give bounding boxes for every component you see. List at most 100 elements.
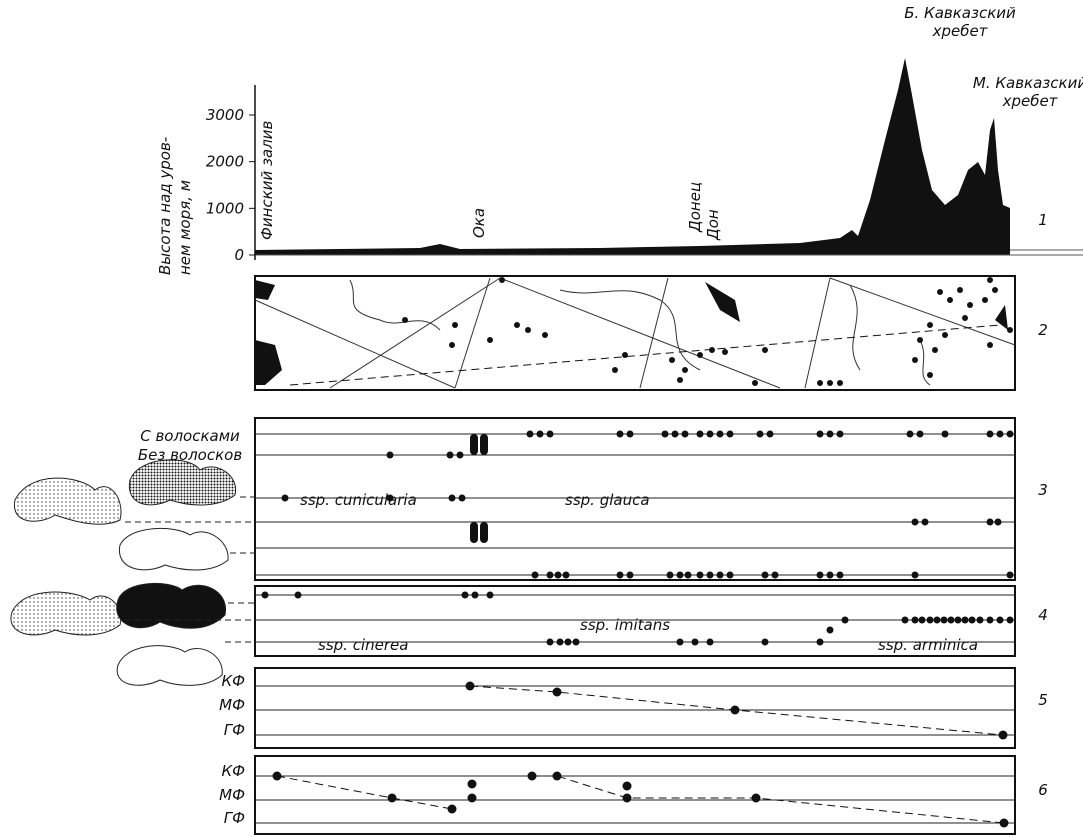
dot	[717, 572, 724, 579]
dot	[947, 297, 953, 303]
dot	[707, 572, 714, 579]
dot	[922, 519, 929, 526]
dot	[912, 617, 919, 624]
dot	[487, 337, 493, 343]
dot	[817, 431, 824, 438]
phase-label: МФ	[219, 696, 245, 714]
dot	[987, 431, 994, 438]
panel-number: 2	[1038, 321, 1048, 339]
panel-number: 3	[1038, 481, 1048, 499]
phase-trend	[277, 776, 452, 809]
dot	[772, 572, 779, 579]
dot	[937, 289, 943, 295]
dot	[1007, 617, 1014, 624]
dot	[827, 627, 834, 634]
dot	[573, 639, 580, 646]
dot	[827, 431, 834, 438]
peak-label: хребет	[932, 22, 989, 40]
dot	[617, 431, 624, 438]
dot	[623, 794, 632, 803]
dot	[957, 287, 963, 293]
peak-label: М. Кавказский	[973, 74, 1083, 92]
dot	[499, 277, 505, 283]
dot	[677, 377, 683, 383]
dot	[627, 572, 634, 579]
dot	[942, 332, 948, 338]
dot	[817, 380, 823, 386]
dot	[462, 592, 469, 599]
dot	[762, 572, 769, 579]
peak-label: Б. Кавказский	[904, 4, 1016, 22]
elevation-profile	[255, 58, 1010, 255]
dot	[977, 617, 984, 624]
dot	[557, 639, 564, 646]
dot	[677, 639, 684, 646]
dot	[459, 495, 466, 502]
dot	[837, 431, 844, 438]
dot	[917, 431, 924, 438]
dot	[1000, 819, 1009, 828]
dot	[697, 572, 704, 579]
dot	[727, 572, 734, 579]
dot	[682, 431, 689, 438]
phase-label: КФ	[221, 762, 245, 780]
dot	[969, 617, 976, 624]
dot	[388, 794, 397, 803]
phase-label: ГФ	[224, 721, 245, 739]
dot	[982, 297, 988, 303]
leaf	[129, 460, 235, 505]
dot	[295, 592, 302, 599]
dot	[837, 572, 844, 579]
figure-body: Высота над уров- нем моря, м Б. Кавказск…	[11, 4, 1083, 834]
dot	[752, 794, 761, 803]
dot	[932, 347, 938, 353]
dot	[449, 495, 456, 502]
dot	[466, 682, 475, 691]
dot	[987, 519, 994, 526]
axis-label: Высота над уров-	[156, 137, 174, 275]
dot	[967, 302, 973, 308]
dot	[992, 287, 998, 293]
dot	[842, 617, 849, 624]
place-label: Ока	[470, 208, 488, 238]
dot	[553, 772, 562, 781]
dot	[752, 380, 758, 386]
dot	[627, 431, 634, 438]
panel-number: 4	[1038, 606, 1048, 624]
dot	[402, 317, 408, 323]
dot	[827, 380, 833, 386]
dot	[262, 592, 269, 599]
subspecies-label: ssp. glauca	[565, 491, 650, 509]
dot	[817, 639, 824, 646]
dot	[927, 617, 934, 624]
dot	[912, 519, 919, 526]
dot	[902, 617, 909, 624]
dot	[472, 592, 479, 599]
bar-mark	[480, 522, 488, 543]
axis-label: нем моря, м	[176, 180, 194, 275]
dot	[987, 617, 994, 624]
dot	[962, 315, 968, 321]
dot	[387, 452, 394, 459]
dot	[282, 495, 289, 502]
dot	[987, 277, 993, 283]
dot	[762, 347, 768, 353]
dot	[487, 592, 494, 599]
dot	[547, 639, 554, 646]
dot	[995, 519, 1002, 526]
bar-mark	[470, 434, 478, 455]
dot	[707, 431, 714, 438]
dot	[927, 322, 933, 328]
dot	[722, 349, 728, 355]
leaf	[119, 528, 228, 570]
leaf	[11, 592, 121, 635]
place-label: Донец	[686, 182, 704, 233]
dot	[717, 431, 724, 438]
dot	[547, 431, 554, 438]
dot	[514, 322, 520, 328]
bar-mark	[470, 522, 478, 543]
dot	[757, 431, 764, 438]
dot	[457, 452, 464, 459]
hair-label: С волосками	[140, 427, 240, 445]
phase-label: МФ	[219, 786, 245, 804]
